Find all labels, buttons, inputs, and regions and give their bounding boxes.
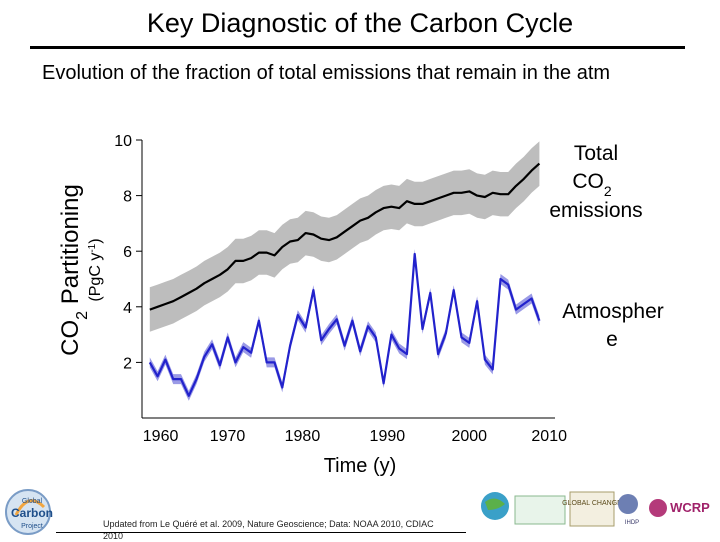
y-tick-label: 2 <box>123 355 132 372</box>
svg-text:Project: Project <box>21 523 43 530</box>
slide-subtitle: Evolution of the fraction of total emiss… <box>42 62 611 84</box>
y-tick-label: 8 <box>123 189 132 206</box>
legend-atmosphere: Atmospher e <box>562 300 664 351</box>
footer-divider <box>56 532 466 533</box>
series-line-1 <box>148 252 541 397</box>
uncertainty-band-0 <box>149 141 540 332</box>
ihdp-logo-icon <box>618 494 638 514</box>
x-tick-label: 2010 <box>531 428 567 445</box>
uncertainty-bands <box>149 141 540 401</box>
legend-atmosphere-line1: Atmospher <box>562 300 664 323</box>
legend-total-line3: emissions <box>549 199 642 222</box>
institution-logo-icon <box>514 495 566 525</box>
x-tick-label: 1980 <box>285 428 321 445</box>
wcrp-logo-icon <box>649 499 667 517</box>
x-axis-label: Time (y) <box>324 455 397 477</box>
x-tick-label: 1960 <box>143 428 179 445</box>
legend-total-emissions: Total CO2 emissions <box>549 142 642 222</box>
x-tick-label: 1970 <box>210 428 246 445</box>
legend-total-line2: CO2 <box>572 170 612 199</box>
partner-logos: GLOBAL CHANGE IHDP WCRP <box>481 491 710 527</box>
y-tick-label: 4 <box>123 300 132 317</box>
ihdp-logo-text: IHDP <box>625 520 639 526</box>
x-tick-label: 2000 <box>451 428 487 445</box>
legend-total-line1: Total <box>574 142 618 165</box>
y-axis-units: (PgC y-1) <box>87 238 105 301</box>
y-tick-label: 6 <box>123 244 132 261</box>
x-ticks: 1960 1970 1980 1990 2000 2010 <box>143 428 567 445</box>
y-ticks: 2 4 6 8 10 <box>114 133 142 372</box>
wcrp-logo-text: WCRP <box>670 500 710 515</box>
source-citation: Updated from Le Quéré et al. 2009, Natur… <box>103 519 434 541</box>
y-axis-label: CO2 Partitioning <box>57 184 91 356</box>
legend-atmosphere-line2: e <box>606 328 618 351</box>
axes <box>141 140 555 419</box>
slide-title: Key Diagnostic of the Carbon Cycle <box>146 8 574 38</box>
svg-text:Carbon: Carbon <box>11 506 53 520</box>
y-tick-label: 10 <box>114 133 132 150</box>
global-change-logo-text: GLOBAL CHANGE <box>562 500 622 507</box>
series-line-0 <box>149 162 541 311</box>
global-carbon-project-logo: Global Carbon Project <box>5 489 53 535</box>
svg-text:Global: Global <box>22 498 43 505</box>
series-lines <box>148 162 541 397</box>
x-tick-label: 1990 <box>370 428 406 445</box>
title-divider <box>30 46 685 49</box>
